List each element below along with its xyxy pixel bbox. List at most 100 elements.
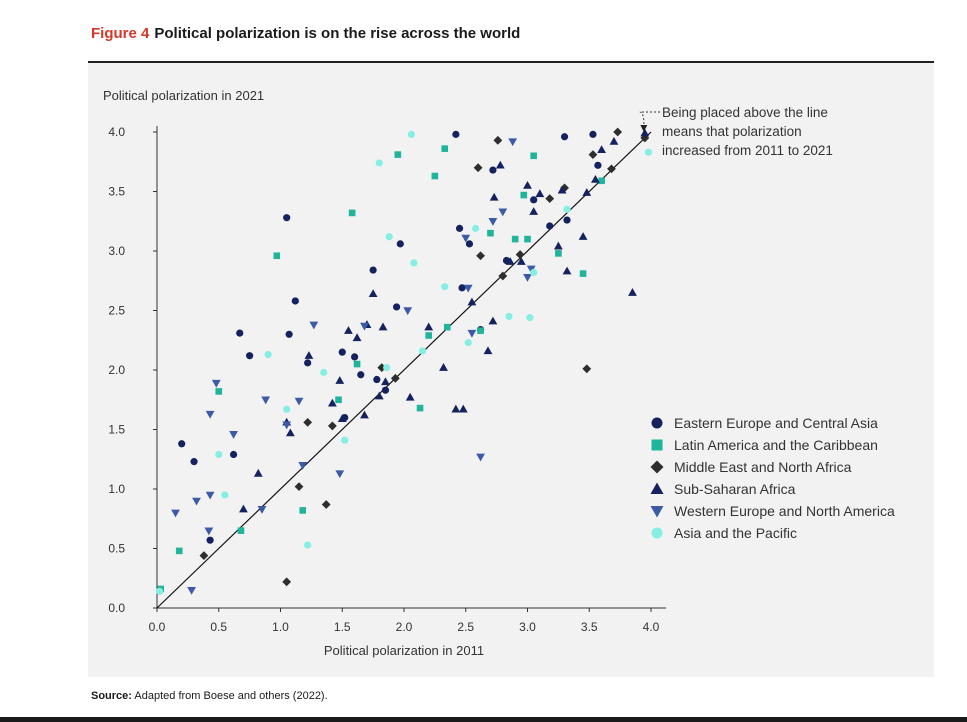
data-point — [320, 368, 328, 376]
data-point — [199, 551, 209, 561]
data-point — [381, 377, 390, 386]
data-point — [493, 135, 503, 145]
y-tick-label: 2.5 — [108, 304, 125, 318]
x-tick-label: 4.0 — [643, 620, 660, 634]
legend-label: Sub-Saharan Africa — [674, 481, 796, 497]
data-point — [221, 491, 229, 499]
data-point — [467, 329, 477, 338]
data-point — [303, 417, 313, 427]
data-point — [455, 224, 464, 232]
data-point — [418, 347, 427, 355]
data-point — [579, 270, 587, 277]
equality-line — [156, 131, 652, 609]
data-point — [464, 339, 472, 347]
y-tick-label: 4.0 — [108, 125, 125, 139]
data-point — [304, 541, 312, 549]
data-point — [351, 353, 359, 361]
data-point — [640, 128, 650, 137]
data-point — [403, 307, 413, 316]
data-point — [410, 259, 418, 267]
data-point — [261, 396, 271, 405]
data-point — [304, 359, 312, 367]
data-point — [461, 234, 471, 243]
data-point — [597, 145, 606, 154]
data-point — [529, 207, 539, 215]
data-point — [488, 316, 498, 325]
data-point — [452, 130, 460, 138]
y-tick-label: 0.0 — [108, 601, 125, 615]
data-point — [477, 327, 484, 335]
data-point — [530, 196, 538, 204]
data-point — [644, 148, 653, 156]
data-point — [385, 233, 393, 241]
data-point — [594, 161, 602, 169]
data-point — [357, 371, 365, 379]
data-point — [495, 160, 505, 169]
data-point — [498, 271, 508, 281]
diagonal-line — [156, 131, 652, 609]
data-point — [607, 164, 616, 174]
data-point — [530, 152, 537, 160]
data-point — [327, 398, 337, 407]
data-point — [383, 364, 391, 372]
data-point — [304, 351, 314, 359]
data-point — [285, 330, 293, 338]
data-point — [237, 527, 245, 534]
data-point — [526, 314, 534, 322]
x-tick-label: 0.0 — [149, 620, 166, 634]
chart-panel — [88, 63, 934, 677]
figure-title: Figure 4 Political polarization is on the… — [91, 25, 520, 42]
data-point — [405, 392, 415, 401]
y-tick-label: 0.5 — [108, 542, 125, 556]
legend-marker — [650, 460, 664, 474]
data-point — [282, 421, 292, 430]
data-point — [211, 379, 221, 388]
data-point — [229, 431, 238, 439]
data-point — [348, 209, 356, 217]
x-tick-label: 0.5 — [210, 620, 227, 634]
data-point — [511, 235, 519, 243]
data-point — [327, 421, 337, 431]
legend-marker — [651, 527, 663, 539]
y-tick-label: 3.0 — [108, 244, 125, 258]
figure-title-text: Political polarization is on the rise ac… — [154, 25, 521, 42]
data-point — [205, 410, 215, 419]
data-point — [338, 348, 346, 356]
legend-marker — [651, 439, 663, 451]
data-point — [463, 284, 473, 293]
annotation-text: Being placed above the line — [662, 105, 828, 120]
data-point — [253, 468, 263, 477]
data-point — [381, 386, 390, 394]
legend-label: Eastern Europe and Central Asia — [674, 415, 878, 431]
data-point — [458, 284, 466, 292]
annotation-text: increased from 2011 to 2021 — [662, 143, 833, 158]
data-point — [335, 376, 345, 384]
data-point — [396, 240, 404, 248]
data-point — [392, 303, 401, 311]
data-point — [375, 159, 383, 167]
data-point — [465, 240, 474, 248]
data-point — [360, 410, 369, 419]
data-point — [508, 138, 518, 147]
legend-marker — [650, 482, 664, 494]
data-point — [557, 185, 567, 194]
legend-label: Latin America and the Caribbean — [674, 437, 878, 453]
data-point — [546, 222, 554, 230]
data-point — [229, 450, 238, 459]
x-axis-title: Political polarization in 2011 — [324, 643, 484, 658]
data-point — [298, 462, 308, 470]
data-point — [335, 396, 342, 404]
data-point — [505, 312, 513, 321]
data-point — [175, 547, 183, 555]
data-point — [535, 189, 545, 198]
chart-points — [155, 127, 653, 595]
data-point — [441, 283, 449, 291]
data-point — [582, 364, 592, 374]
y-tick-label: 3.5 — [108, 185, 125, 199]
x-tick-label: 3.0 — [519, 620, 536, 634]
data-point — [321, 500, 331, 509]
data-point — [368, 289, 378, 298]
data-point — [473, 163, 483, 173]
data-point — [282, 577, 292, 587]
